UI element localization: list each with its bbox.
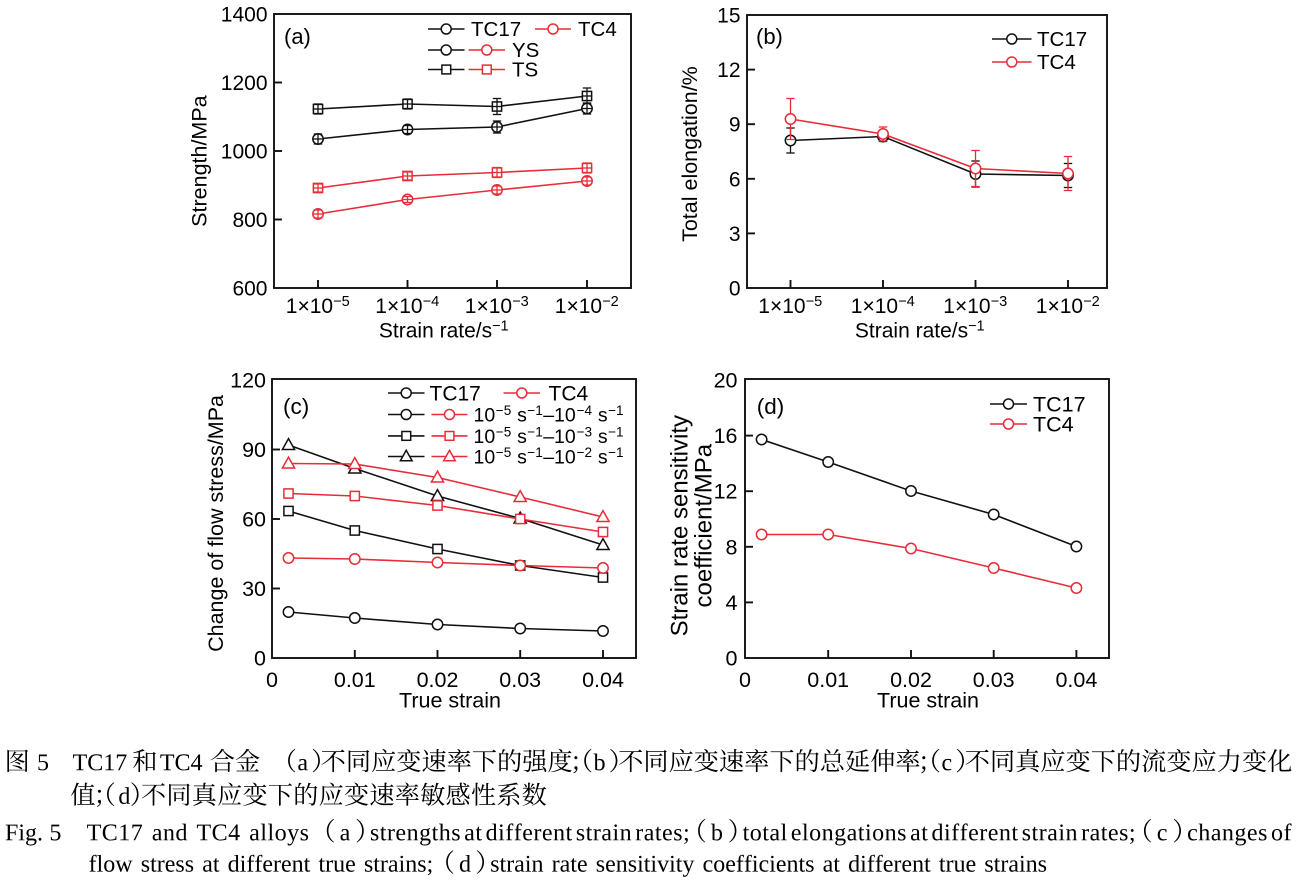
svg-text:4: 4 — [726, 591, 738, 615]
svg-text:−3: −3 — [991, 294, 1008, 310]
svg-text:−5: −5 — [496, 424, 512, 439]
svg-text:120: 120 — [230, 369, 266, 393]
svg-text:3: 3 — [729, 223, 741, 246]
svg-text:1×10: 1×10 — [758, 295, 805, 318]
svg-text:Strain rate/s: Strain rate/s — [855, 320, 968, 343]
svg-text:0.02: 0.02 — [417, 668, 459, 692]
svg-text:1×10: 1×10 — [465, 295, 512, 318]
svg-text:0.01: 0.01 — [334, 668, 376, 692]
svg-text:−1: −1 — [608, 445, 624, 460]
svg-text:600: 600 — [232, 278, 267, 301]
svg-text:TC4: TC4 — [549, 383, 589, 406]
svg-text:(a): (a) — [284, 24, 311, 49]
svg-text:s: s — [512, 426, 527, 448]
svg-text:−3: −3 — [512, 294, 529, 310]
svg-text:10: 10 — [474, 447, 496, 469]
svg-text:TS: TS — [512, 59, 538, 82]
svg-text:–10: –10 — [543, 447, 576, 469]
svg-text:16: 16 — [714, 424, 738, 448]
svg-text:s: s — [593, 405, 608, 427]
svg-text:15: 15 — [717, 5, 740, 28]
svg-text:0.03: 0.03 — [499, 668, 541, 692]
svg-text:1×10: 1×10 — [286, 295, 333, 318]
svg-text:−1: −1 — [527, 403, 543, 418]
svg-text:−5: −5 — [496, 445, 512, 460]
svg-text:0.03: 0.03 — [973, 668, 1015, 692]
svg-text:1×10: 1×10 — [555, 295, 602, 318]
svg-text:10: 10 — [474, 405, 496, 427]
svg-text:–10: –10 — [543, 405, 576, 427]
svg-text:0.04: 0.04 — [582, 668, 624, 692]
svg-text:True strain: True strain — [877, 689, 979, 713]
svg-text:1200: 1200 — [221, 72, 268, 95]
svg-text:TC17: TC17 — [1033, 393, 1086, 417]
svg-text:−1: −1 — [527, 445, 543, 460]
svg-text:6: 6 — [729, 168, 741, 191]
svg-text:12: 12 — [714, 480, 738, 504]
svg-text:0: 0 — [266, 668, 278, 692]
svg-text:−1: −1 — [968, 319, 985, 335]
svg-text:True strain: True strain — [399, 689, 501, 713]
svg-text:1×10: 1×10 — [375, 295, 422, 318]
svg-text:TC4: TC4 — [578, 18, 617, 41]
svg-text:−5: −5 — [496, 403, 512, 418]
svg-text:12: 12 — [717, 59, 740, 82]
svg-text:−2: −2 — [577, 445, 593, 460]
svg-text:YS: YS — [512, 39, 539, 62]
svg-text:−4: −4 — [423, 294, 440, 310]
svg-text:10: 10 — [474, 426, 496, 448]
svg-text:0.02: 0.02 — [890, 668, 932, 692]
svg-text:1×10: 1×10 — [943, 295, 990, 318]
svg-text:−5: −5 — [806, 294, 823, 310]
svg-text:–10: –10 — [543, 426, 576, 448]
svg-text:s: s — [512, 405, 527, 427]
svg-text:Strain rate/s: Strain rate/s — [379, 320, 492, 343]
svg-text:60: 60 — [242, 508, 266, 532]
svg-text:8: 8 — [726, 535, 738, 559]
svg-text:90: 90 — [242, 438, 266, 462]
svg-text:Change of flow stress/MPa: Change of flow stress/MPa — [204, 395, 228, 652]
svg-text:−3: −3 — [577, 424, 593, 439]
svg-text:1×10: 1×10 — [851, 295, 898, 318]
svg-text:TC17: TC17 — [471, 18, 521, 41]
svg-text:−4: −4 — [577, 403, 593, 418]
svg-text:9: 9 — [729, 114, 741, 137]
svg-text:TC4: TC4 — [1037, 51, 1076, 74]
svg-text:−1: −1 — [492, 319, 509, 335]
svg-text:0.04: 0.04 — [1055, 668, 1097, 692]
svg-text:0: 0 — [726, 647, 738, 671]
svg-text:1400: 1400 — [221, 4, 268, 27]
svg-text:Strain rate sensitivity: Strain rate sensitivity — [667, 415, 694, 636]
svg-text:TC17: TC17 — [430, 383, 481, 406]
svg-text:Total elongation/%: Total elongation/% — [678, 66, 702, 242]
svg-text:0: 0 — [254, 647, 266, 671]
svg-text:0: 0 — [729, 278, 741, 301]
svg-text:−1: −1 — [527, 424, 543, 439]
svg-text:(d): (d) — [757, 394, 785, 419]
svg-text:s: s — [593, 426, 608, 448]
svg-text:−2: −2 — [602, 294, 619, 310]
svg-text:1×10: 1×10 — [1036, 295, 1083, 318]
svg-text:Strength/MPa: Strength/MPa — [188, 95, 212, 226]
svg-text:−1: −1 — [608, 403, 624, 418]
svg-text:TC17: TC17 — [1037, 28, 1087, 51]
svg-text:20: 20 — [714, 369, 738, 393]
svg-text:−5: −5 — [333, 294, 350, 310]
svg-text:0.01: 0.01 — [807, 668, 849, 692]
svg-text:s: s — [593, 447, 608, 469]
svg-text:(b): (b) — [756, 24, 783, 49]
svg-text:coefficient/MPa: coefficient/MPa — [691, 443, 718, 607]
svg-text:0: 0 — [739, 668, 751, 692]
svg-text:−1: −1 — [608, 424, 624, 439]
svg-text:TC4: TC4 — [1033, 413, 1074, 437]
svg-text:800: 800 — [232, 209, 267, 232]
svg-text:1000: 1000 — [221, 141, 268, 164]
svg-text:−2: −2 — [1083, 294, 1100, 310]
svg-text:30: 30 — [242, 577, 266, 601]
svg-text:−4: −4 — [898, 294, 915, 310]
svg-text:(c): (c) — [283, 394, 309, 419]
svg-text:s: s — [512, 447, 527, 469]
